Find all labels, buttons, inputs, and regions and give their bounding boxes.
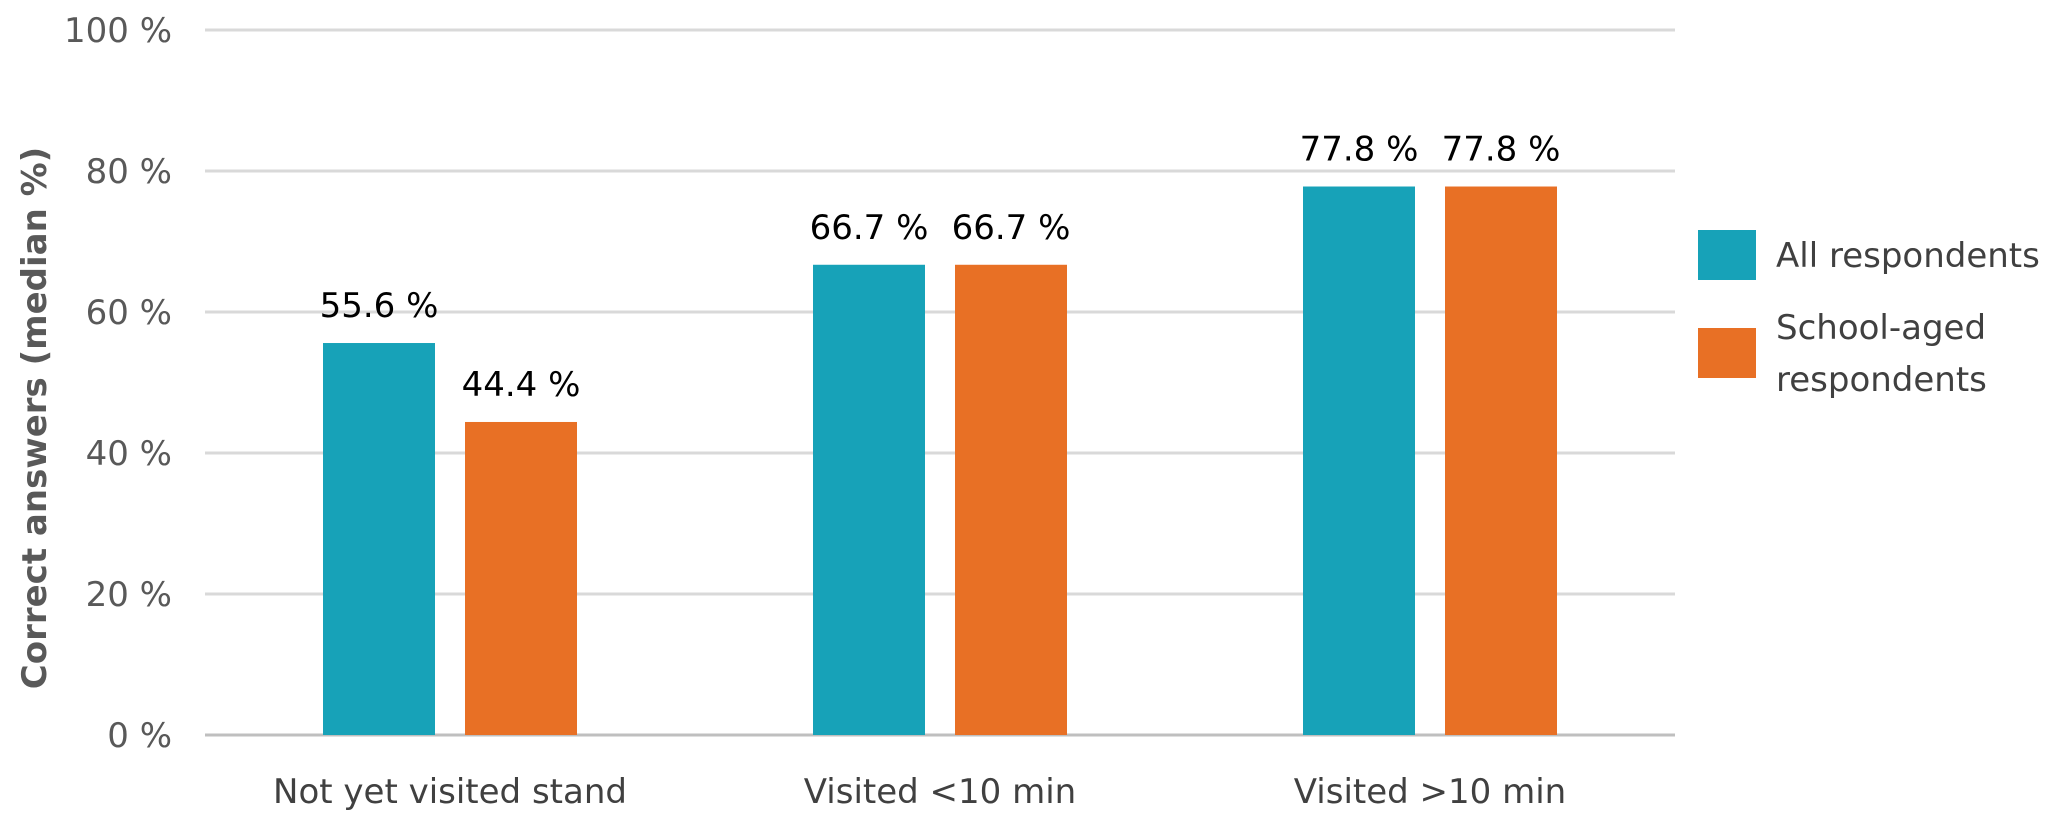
legend-swatch bbox=[1698, 328, 1756, 378]
bar bbox=[1445, 186, 1557, 735]
y-tick-label: 100 % bbox=[64, 11, 172, 51]
legend-item: All respondents bbox=[1698, 230, 2040, 280]
data-label: 44.4 % bbox=[462, 365, 581, 405]
data-label: 66.7 % bbox=[810, 208, 929, 248]
legend-label-line: respondents bbox=[1776, 360, 1987, 400]
data-labels: 55.6 % 44.4 % 66.7 % 66.7 % 77.8 % 77.8 % bbox=[320, 130, 1561, 405]
gridlines bbox=[205, 28, 1675, 737]
bar bbox=[813, 264, 925, 735]
bar bbox=[1303, 186, 1415, 735]
legend-label-line: All respondents bbox=[1776, 236, 2040, 276]
y-tick-label: 40 % bbox=[86, 434, 172, 474]
legend-item: School-aged respondents bbox=[1698, 308, 1987, 400]
bar bbox=[955, 264, 1067, 735]
bar bbox=[323, 343, 435, 735]
y-tick-label: 60 % bbox=[86, 293, 172, 333]
x-tick-label: Visited <10 min bbox=[804, 772, 1076, 812]
data-label: 66.7 % bbox=[952, 208, 1071, 248]
legend: All respondents School-aged respondents bbox=[1698, 230, 2040, 400]
x-axis-categories: Not yet visited stand Visited <10 min Visi… bbox=[273, 772, 1566, 812]
y-axis-label: Correct answers (median %) bbox=[15, 147, 55, 689]
data-label: 55.6 % bbox=[320, 286, 439, 326]
x-tick-label: Visited >10 min bbox=[1294, 772, 1566, 812]
legend-swatch bbox=[1698, 230, 1756, 280]
bars bbox=[323, 186, 1557, 735]
y-tick-label: 20 % bbox=[86, 575, 172, 615]
data-label: 77.8 % bbox=[1300, 130, 1419, 170]
y-tick-label: 80 % bbox=[86, 152, 172, 192]
legend-label: All respondents bbox=[1776, 236, 2040, 276]
data-label: 77.8 % bbox=[1442, 130, 1561, 170]
legend-label-line: School-aged bbox=[1776, 308, 1986, 348]
y-axis-ticks: 0 % 20 % 40 % 60 % 80 % 100 % bbox=[64, 11, 172, 756]
y-tick-label: 0 % bbox=[107, 716, 172, 756]
x-tick-label: Not yet visited stand bbox=[273, 772, 627, 812]
legend-label: School-aged respondents bbox=[1776, 308, 1987, 400]
bar bbox=[465, 421, 577, 735]
